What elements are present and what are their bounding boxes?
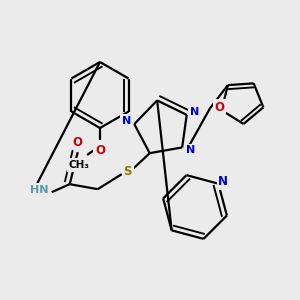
Text: S: S <box>124 165 132 178</box>
Text: HN: HN <box>31 185 49 195</box>
Text: N: N <box>218 175 228 188</box>
Text: N: N <box>122 116 131 126</box>
Text: O: O <box>95 143 105 157</box>
Text: N: N <box>185 146 195 155</box>
Text: O: O <box>214 101 225 114</box>
Text: CH₃: CH₃ <box>68 160 89 170</box>
Text: O: O <box>73 136 83 149</box>
Text: N: N <box>190 107 199 117</box>
